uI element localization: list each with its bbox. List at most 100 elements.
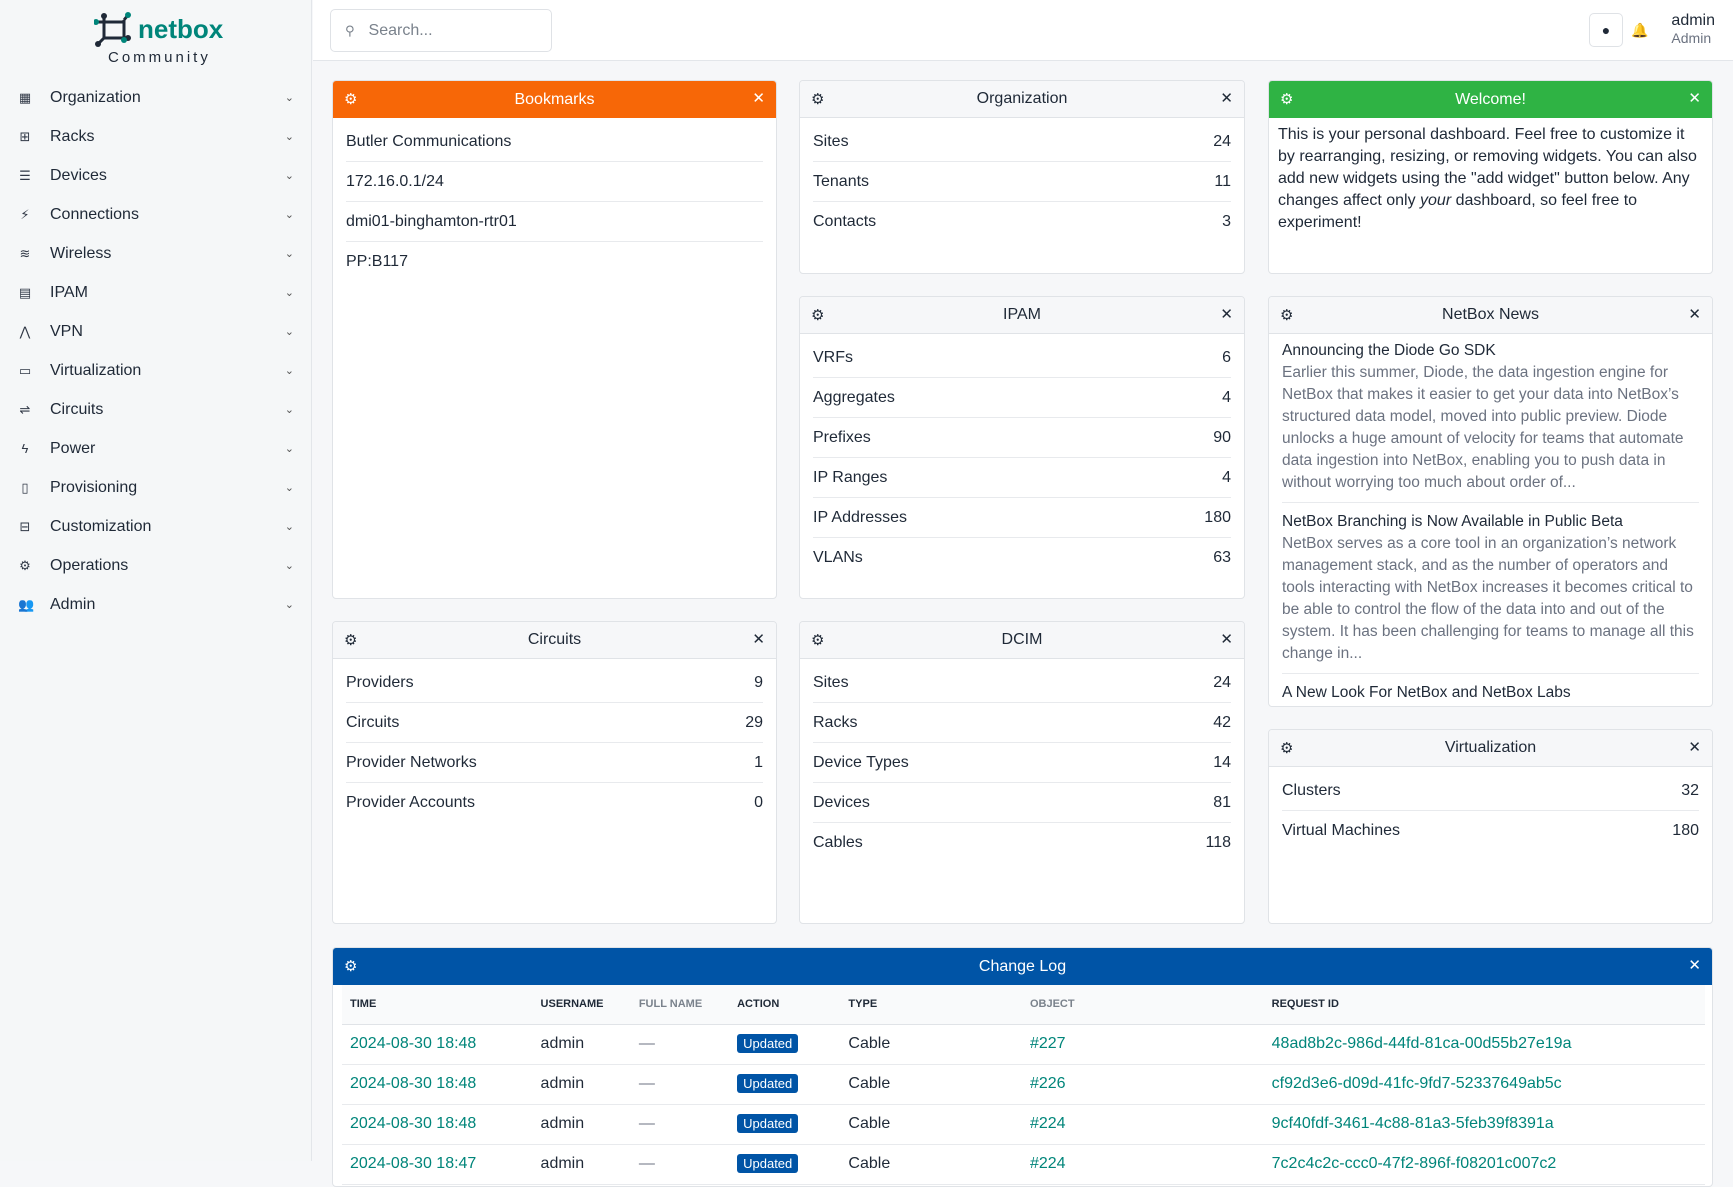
sidebar-item-circuits[interactable]: ⇌ Circuits ⌄	[0, 390, 312, 429]
sidebar-item-connections[interactable]: ⚡ Connections ⌄	[0, 195, 312, 234]
object-link[interactable]: #224	[1029, 1155, 1066, 1172]
stat-row[interactable]: Sites 24	[813, 122, 1231, 162]
gear-icon[interactable]: ⚙	[811, 307, 825, 324]
time-link[interactable]: 2024-08-30 18:47	[350, 1155, 477, 1172]
stat-row[interactable]: Racks 42	[813, 703, 1231, 743]
news-title[interactable]: A New Look For NetBox and NetBox Labs	[1282, 684, 1571, 701]
stat-label[interactable]: Provider Accounts	[346, 794, 475, 811]
close-icon[interactable]: ✕	[752, 631, 765, 648]
stat-label[interactable]: Devices	[813, 793, 870, 811]
theme-toggle-button[interactable]: ●	[1589, 13, 1623, 47]
stat-label[interactable]: Sites	[813, 673, 849, 691]
sidebar-item-vpn[interactable]: ⋀ VPN ⌄	[0, 312, 312, 351]
gear-icon[interactable]: ⚙	[811, 91, 825, 108]
stat-label[interactable]: Provider Networks	[346, 753, 477, 771]
bookmark-item[interactable]: 172.16.0.1/24	[346, 162, 763, 202]
stat-label[interactable]: Cables	[813, 834, 863, 851]
bookmark-item[interactable]: Butler Communications	[346, 122, 763, 162]
column-header[interactable]: USERNAME	[532, 985, 631, 1025]
time-link[interactable]: 2024-08-30 18:48	[350, 1115, 477, 1132]
stat-row[interactable]: Devices 81	[813, 783, 1231, 823]
stat-label[interactable]: VLANs	[813, 549, 863, 566]
stat-row[interactable]: IP Ranges 4	[813, 458, 1231, 498]
close-icon[interactable]: ✕	[752, 90, 765, 107]
object-link[interactable]: #227	[1029, 1035, 1066, 1052]
request-id-link[interactable]: 7c2c4c2c-ccc0-47f2-896f-f08201c007c2	[1271, 1155, 1557, 1172]
news-item[interactable]: NetBox Branching is Now Available in Pub…	[1282, 513, 1699, 674]
close-icon[interactable]: ✕	[1688, 739, 1701, 756]
column-header[interactable]: ACTION	[729, 985, 841, 1025]
close-icon[interactable]: ✕	[1220, 306, 1233, 323]
stat-row[interactable]: Virtual Machines 180	[1282, 811, 1699, 851]
news-item[interactable]: Announcing the Diode Go SDK Earlier this …	[1282, 342, 1699, 503]
column-header[interactable]: OBJECT	[1021, 985, 1264, 1025]
search-input[interactable]: ⚲ Search...	[330, 9, 552, 52]
stat-label[interactable]: Prefixes	[813, 428, 871, 446]
request-id-link[interactable]: cf92d3e6-d09d-41fc-9fd7-52337649ab5c	[1271, 1075, 1562, 1092]
object-link[interactable]: #226	[1029, 1075, 1066, 1092]
gear-icon[interactable]: ⚙	[1280, 740, 1294, 757]
sidebar-item-racks[interactable]: ⊞ Racks ⌄	[0, 117, 312, 156]
gear-icon[interactable]: ⚙	[344, 91, 358, 108]
news-title[interactable]: NetBox Branching is Now Available in Pub…	[1282, 513, 1623, 530]
time-link[interactable]: 2024-08-30 18:48	[350, 1075, 477, 1092]
close-icon[interactable]: ✕	[1220, 631, 1233, 648]
stat-row[interactable]: Sites 24	[813, 663, 1231, 703]
sidebar-item-admin[interactable]: 👥 Admin ⌄	[0, 585, 312, 624]
bookmark-link[interactable]: 172.16.0.1/24	[346, 172, 444, 190]
column-header[interactable]: TYPE	[840, 985, 1022, 1025]
stat-row[interactable]: VRFs 6	[813, 338, 1231, 378]
bookmark-link[interactable]: dmi01-binghamton-rtr01	[346, 212, 517, 230]
sidebar-item-organization[interactable]: ▦ Organization ⌄	[0, 78, 312, 117]
stat-row[interactable]: Clusters 32	[1282, 771, 1699, 811]
sidebar-item-provisioning[interactable]: ▯ Provisioning ⌄	[0, 468, 312, 507]
close-icon[interactable]: ✕	[1688, 306, 1701, 323]
stat-label[interactable]: Aggregates	[813, 388, 895, 406]
stat-row[interactable]: Device Types 14	[813, 743, 1231, 783]
stat-label[interactable]: Circuits	[346, 713, 400, 731]
stat-row[interactable]: VLANs 63	[813, 538, 1231, 578]
bookmark-item[interactable]: PP:B117	[346, 242, 763, 282]
gear-icon[interactable]: ⚙	[344, 632, 358, 649]
gear-icon[interactable]: ⚙	[1280, 91, 1294, 108]
stat-row[interactable]: Providers 9	[346, 663, 763, 703]
close-icon[interactable]: ✕	[1688, 957, 1701, 974]
close-icon[interactable]: ✕	[1220, 90, 1233, 107]
object-link[interactable]: #224	[1029, 1115, 1066, 1132]
column-header[interactable]: REQUEST ID	[1263, 985, 1705, 1025]
sidebar-item-power[interactable]: ϟ Power ⌄	[0, 429, 312, 468]
stat-row[interactable]: Provider Accounts 0	[346, 783, 763, 823]
request-id-link[interactable]: 48ad8b2c-986d-44fd-81ca-00d55b27e19a	[1271, 1035, 1572, 1052]
stat-row[interactable]: Aggregates 4	[813, 378, 1231, 418]
column-header[interactable]: FULL NAME	[630, 985, 730, 1025]
sidebar-item-customization[interactable]: ⊟ Customization ⌄	[0, 507, 312, 546]
news-item[interactable]: A New Look For NetBox and NetBox Labs	[1282, 684, 1699, 706]
stat-row[interactable]: Provider Networks 1	[346, 743, 763, 783]
time-link[interactable]: 2024-08-30 18:48	[350, 1035, 477, 1052]
sidebar-item-devices[interactable]: ☰ Devices ⌄	[0, 156, 312, 195]
sidebar-item-wireless[interactable]: ≋ Wireless ⌄	[0, 234, 312, 273]
stat-label[interactable]: Device Types	[813, 753, 909, 771]
stat-row[interactable]: Tenants 11	[813, 162, 1231, 202]
request-id-link[interactable]: 9cf40fdf-3461-4c88-81a3-5feb39f8391a	[1271, 1115, 1554, 1132]
gear-icon[interactable]: ⚙	[344, 958, 358, 975]
sidebar-item-virtualization[interactable]: ▭ Virtualization ⌄	[0, 351, 312, 390]
stat-row[interactable]: Contacts 3	[813, 202, 1231, 242]
gear-icon[interactable]: ⚙	[1280, 307, 1294, 324]
stat-label[interactable]: Virtual Machines	[1282, 822, 1400, 839]
column-header[interactable]: TIME	[342, 985, 533, 1025]
news-title[interactable]: Announcing the Diode Go SDK	[1282, 342, 1496, 359]
stat-label[interactable]: Contacts	[813, 213, 877, 230]
bookmark-item[interactable]: dmi01-binghamton-rtr01	[346, 202, 763, 242]
netbox-logo[interactable]: netbox Community	[92, 12, 232, 70]
close-icon[interactable]: ✕	[1688, 90, 1701, 107]
bookmark-link[interactable]: Butler Communications	[346, 132, 512, 150]
stat-label[interactable]: Providers	[346, 673, 414, 691]
stat-label[interactable]: VRFs	[813, 348, 853, 366]
stat-label[interactable]: Racks	[813, 713, 858, 731]
bookmark-link[interactable]: PP:B117	[346, 253, 408, 270]
stat-row[interactable]: IP Addresses 180	[813, 498, 1231, 538]
stat-row[interactable]: Prefixes 90	[813, 418, 1231, 458]
stat-label[interactable]: Tenants	[813, 172, 870, 190]
stat-label[interactable]: IP Ranges	[813, 468, 888, 486]
